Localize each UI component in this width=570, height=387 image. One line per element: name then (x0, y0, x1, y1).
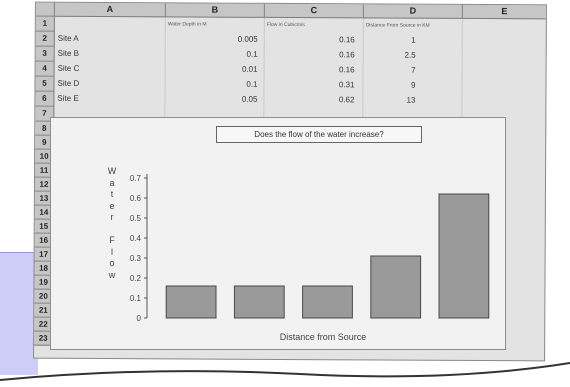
cell-a5[interactable]: Site D (57, 78, 80, 88)
row-header-3[interactable]: 3 (35, 46, 55, 62)
bar (233, 285, 285, 319)
x-axis-label: Distance from Source (280, 332, 367, 342)
row-header-2[interactable]: 2 (35, 31, 55, 47)
row-header-4[interactable]: 4 (35, 61, 55, 77)
column-header-a[interactable]: A (54, 2, 166, 18)
cell-b4[interactable]: 0.01 (241, 64, 258, 74)
cell-b2[interactable]: 0.005 (237, 34, 258, 44)
bar (438, 193, 490, 319)
y-tick-label: 0.3 (130, 254, 142, 263)
select-all-corner[interactable] (35, 2, 55, 17)
cell-c3[interactable]: 0.16 (339, 50, 355, 60)
row-header-5[interactable]: 5 (35, 76, 55, 92)
cell-a6[interactable]: Site E (57, 93, 79, 103)
cell-b1[interactable]: Water Depth in M (167, 21, 207, 28)
cell-d5[interactable]: 9 (411, 80, 416, 90)
cell-a2[interactable]: Site A (57, 33, 79, 43)
y-tick-label: 0.6 (130, 194, 142, 203)
cell-c2[interactable]: 0.16 (339, 35, 355, 45)
column-header-c[interactable]: C (264, 3, 364, 19)
row-header-1[interactable]: 1 (35, 16, 55, 32)
cell-b3[interactable]: 0.1 (246, 49, 258, 59)
page-curl (0, 362, 570, 381)
y-tick-label: 0 (137, 314, 142, 323)
column-header-b[interactable]: B (165, 3, 265, 18)
y-tick-label: 0.1 (130, 294, 142, 303)
cell-d4[interactable]: 7 (411, 65, 416, 75)
column-header-d[interactable]: D (363, 4, 463, 19)
cell-c5[interactable]: 0.31 (338, 80, 355, 90)
cell-c1[interactable]: Flow in Cubicm/s (266, 21, 305, 29)
bar (302, 285, 353, 319)
row-header-6[interactable]: 6 (35, 91, 55, 107)
cell-d3[interactable]: 2.5 (404, 50, 416, 60)
y-tick-label: 0.2 (130, 274, 142, 283)
bar-chart: 0 0.1 0.2 0.3 0.4 0.5 0.6 0.7 Distance from Sour… (130, 174, 490, 342)
cell-b5[interactable]: 0.1 (246, 79, 258, 89)
bar (370, 255, 422, 319)
cell-a4[interactable]: Site C (57, 63, 80, 73)
cell-d1[interactable]: Distance From Source in KM (365, 22, 430, 29)
cell-d6[interactable]: 13 (406, 95, 416, 105)
cell-a3[interactable]: Site B (57, 48, 80, 58)
chart-title: Does the flow of the water increase? (216, 126, 422, 143)
bar (165, 285, 217, 319)
y-tick-label: 0.7 (130, 174, 142, 183)
column-header-e[interactable]: E (462, 4, 546, 20)
blue-panel (0, 252, 38, 375)
cell-d2[interactable]: 1 (411, 35, 416, 45)
cell-c4[interactable]: 0.16 (338, 65, 355, 75)
cell-b6[interactable]: 0.05 (241, 94, 258, 104)
cell-c6[interactable]: 0.62 (338, 95, 355, 105)
y-tick-label: 0.4 (130, 234, 142, 243)
y-tick-label: 0.5 (130, 214, 142, 223)
